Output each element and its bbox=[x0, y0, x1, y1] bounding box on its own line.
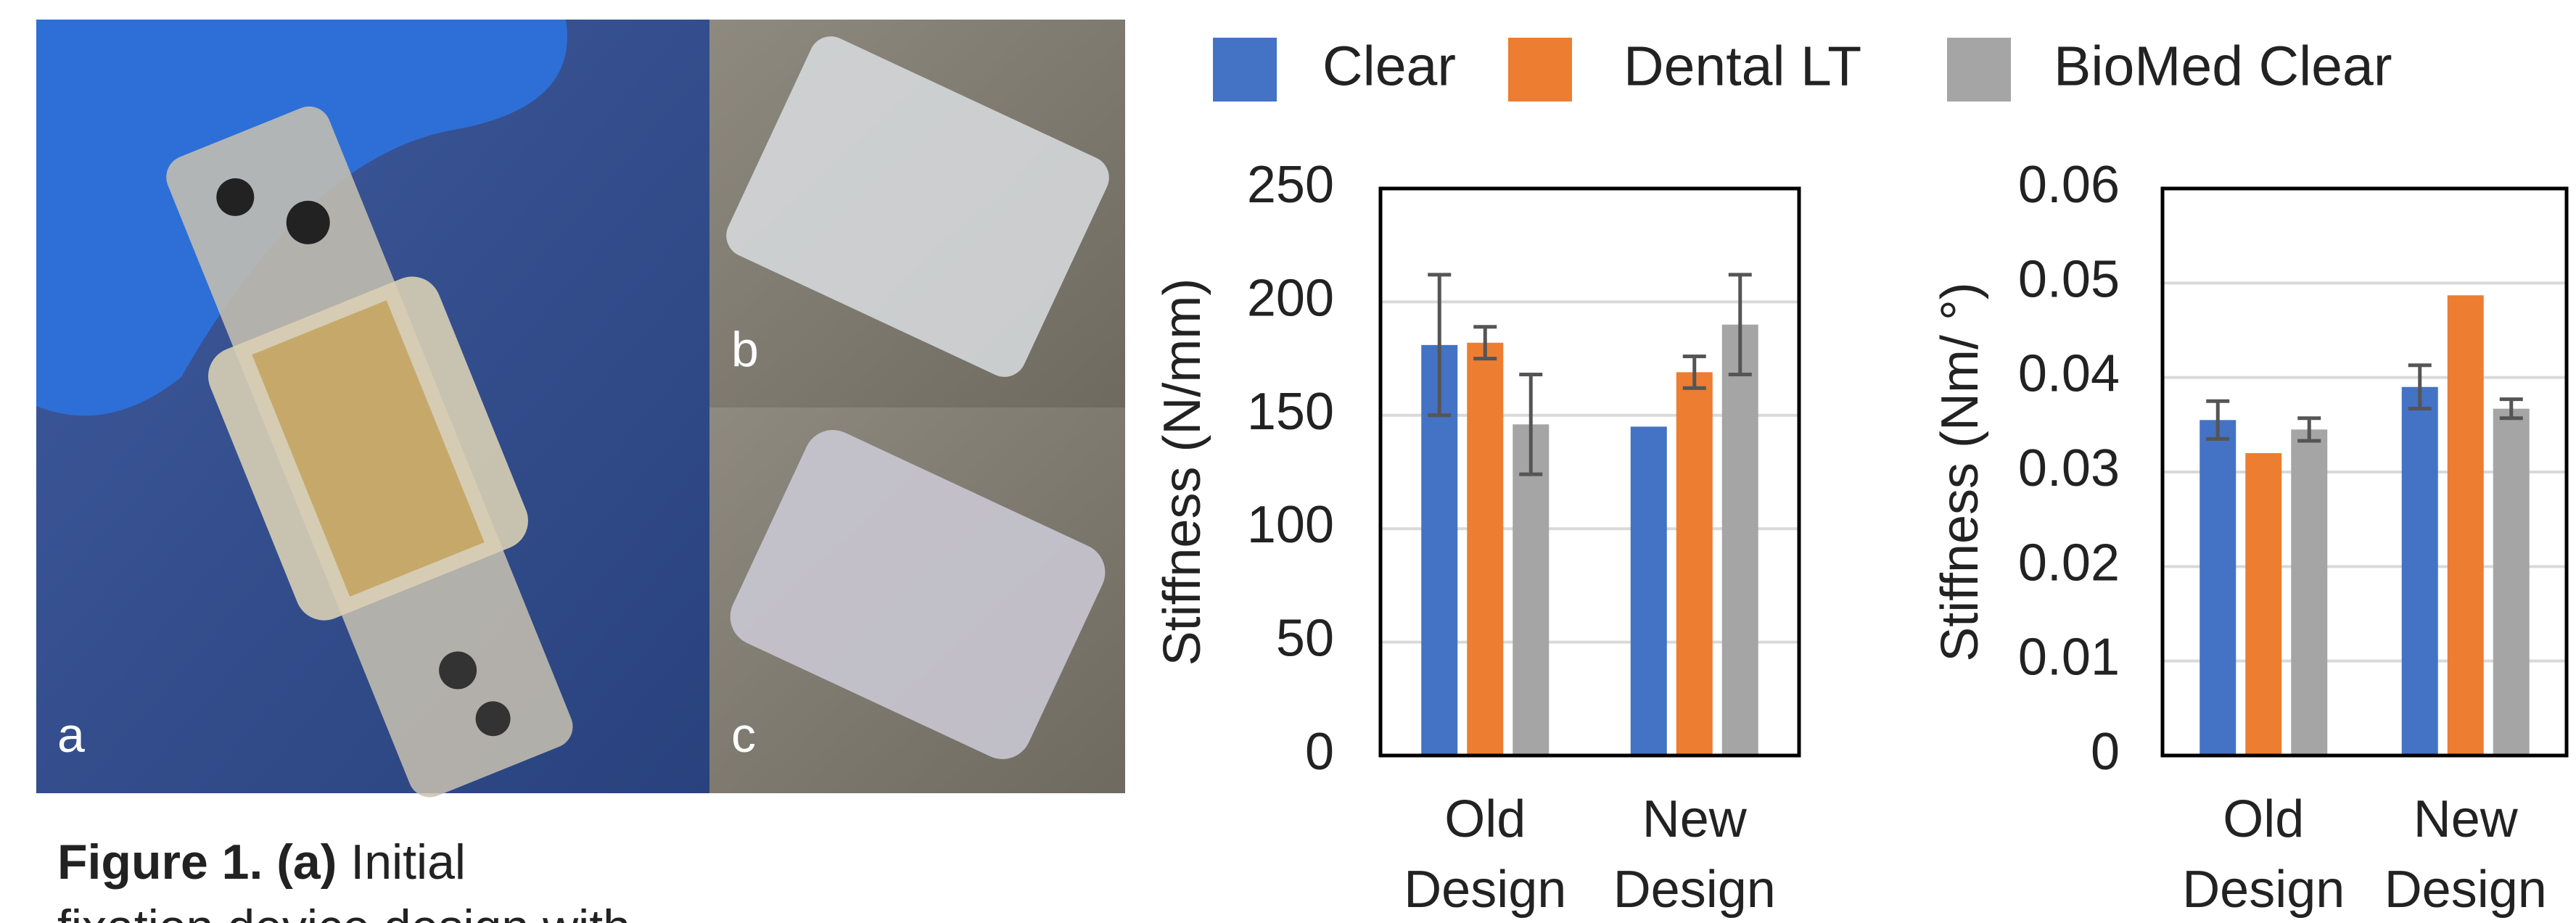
bar bbox=[1631, 426, 1667, 756]
panel-label: a bbox=[57, 708, 85, 763]
panel-label: c bbox=[731, 708, 756, 763]
x-tick-label: New Design bbox=[2379, 785, 2553, 923]
bar bbox=[1676, 372, 1713, 756]
panel-label: b bbox=[731, 322, 759, 377]
y-tick-label: 0.03 bbox=[2018, 439, 2120, 497]
bar bbox=[2448, 295, 2484, 756]
y-tick-label: 0.01 bbox=[2018, 629, 2120, 687]
legend-swatch bbox=[1508, 38, 1572, 102]
caption-bold: Figure 1. (a) bbox=[57, 835, 337, 890]
caption: Figure 1. (a) Initial bbox=[57, 835, 466, 890]
y-axis-title: Stiffness (Nm/ °) bbox=[1931, 282, 1989, 662]
x-tick-label: Old Design bbox=[2176, 785, 2350, 923]
bar bbox=[2200, 420, 2236, 756]
y-tick-label: 0.06 bbox=[2018, 156, 2120, 214]
legend-label: Dental LT bbox=[1624, 35, 1861, 97]
bar bbox=[1722, 325, 1758, 756]
y-tick-label: 200 bbox=[1247, 269, 1334, 327]
y-tick-label: 50 bbox=[1276, 610, 1334, 668]
legend-swatch bbox=[1213, 38, 1277, 102]
y-tick-label: 250 bbox=[1247, 156, 1334, 214]
legend-swatch bbox=[1947, 38, 2011, 102]
legend-label: Clear bbox=[1322, 35, 1456, 97]
photo-panel: a b c bbox=[36, 20, 1125, 817]
bar bbox=[1467, 343, 1503, 756]
y-tick-label: 100 bbox=[1247, 496, 1334, 554]
x-tick-label-box: New Design bbox=[1571, 785, 1818, 923]
y-tick-label: 0.04 bbox=[2018, 345, 2120, 403]
bar bbox=[2291, 429, 2327, 756]
y-tick-label: 0 bbox=[2091, 723, 2120, 781]
y-tick-label: 0.05 bbox=[2018, 250, 2120, 308]
x-tick-label: Old Design bbox=[1398, 785, 1572, 923]
y-tick-label: 150 bbox=[1247, 383, 1334, 441]
bar bbox=[2402, 387, 2438, 756]
caption-text: fixation device design with bbox=[57, 900, 630, 923]
y-tick-label: 0.02 bbox=[2018, 534, 2120, 592]
legend-label: BioMed Clear bbox=[2054, 35, 2392, 97]
x-tick-label-box: New Design bbox=[2342, 785, 2576, 923]
y-axis-title: Stiffness (N/mm) bbox=[1153, 278, 1211, 666]
figure: a b c Figure 1. (a) Initial fixation dev… bbox=[0, 0, 2576, 923]
x-tick-label: New Design bbox=[1608, 785, 1782, 923]
y-tick-label: 0 bbox=[1305, 723, 1334, 781]
bar bbox=[2493, 409, 2530, 756]
bar bbox=[2245, 453, 2281, 756]
caption-text: Initial bbox=[350, 835, 466, 890]
